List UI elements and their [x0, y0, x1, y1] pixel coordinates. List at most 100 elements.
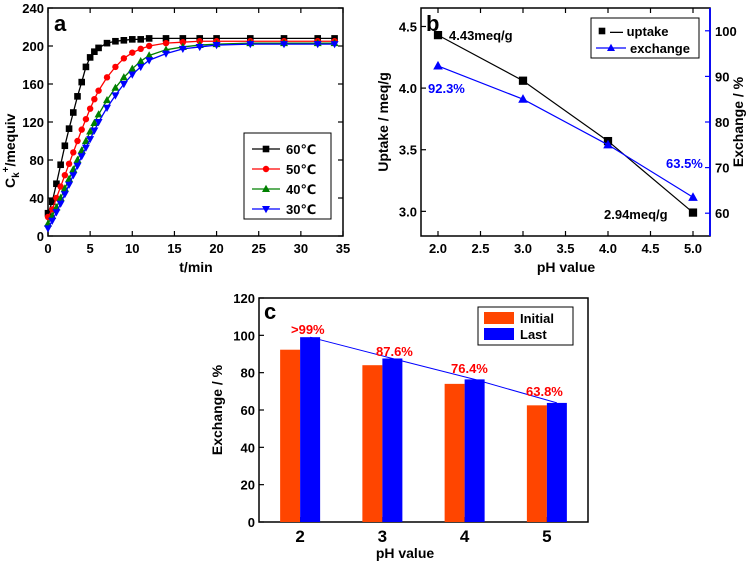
a-xtick-label: 20	[209, 241, 223, 256]
a-series-point-2	[145, 51, 154, 59]
a-series-point-1	[129, 49, 136, 56]
c-legend-label: Last	[520, 327, 547, 342]
panel-a-xlabel: t/min	[179, 259, 212, 275]
a-series-point-0	[74, 93, 81, 100]
a-series-point-3	[313, 41, 322, 49]
panel-a-letter: a	[54, 11, 67, 36]
a-series-point-0	[112, 37, 119, 45]
panel-a-ylabel-main: C	[2, 178, 18, 188]
b-series-point-exchange	[433, 60, 443, 70]
b-legend-marker	[598, 27, 606, 35]
a-series-point-1	[145, 42, 153, 50]
panel-c: 0 20 40 60 80 100 120 2 3 4 5 c pH value Exchange …	[209, 291, 589, 561]
a-legend-label: 60℃	[286, 142, 316, 157]
a-series-point-0	[91, 48, 98, 55]
a-series-point-1	[120, 55, 128, 62]
b-ytick-right-label: 60	[715, 206, 729, 221]
panel-c-letter: c	[264, 299, 276, 324]
panel-a-ticks: 0 5 10 15 20 25 30 35 0 40 80 120 160 200 240	[22, 1, 350, 256]
a-legend-label: 50℃	[286, 162, 316, 177]
a-xtick-label: 0	[44, 241, 51, 256]
c-legend-label: Initial	[520, 311, 554, 326]
panel-a-ylabel-sup: +	[1, 166, 12, 172]
a-ytick-label: 120	[22, 115, 44, 130]
a-series-point-3	[60, 191, 69, 199]
a-series-point-0	[103, 39, 111, 47]
a-series-point-3	[195, 43, 204, 52]
a-series-point-1	[179, 39, 187, 46]
b-series-point-uptake	[433, 30, 443, 40]
c-bar-last	[300, 337, 321, 522]
a-xtick-label: 25	[251, 241, 265, 256]
a-series-point-2	[136, 57, 145, 65]
c-ytick-label: 100	[233, 328, 255, 343]
b-ytick-right-label: 70	[715, 161, 729, 176]
a-ytick-label: 160	[22, 77, 44, 92]
a-ytick-label: 240	[22, 1, 44, 16]
c-bar-last	[464, 379, 485, 522]
b-series-point-uptake	[688, 208, 698, 217]
a-series-point-3	[77, 153, 86, 161]
a-legend-marker	[262, 184, 270, 192]
a-series-point-3	[44, 225, 52, 233]
a-series-point-0	[82, 63, 90, 71]
a-series-point-0	[86, 54, 94, 61]
panel-b-legend-box	[590, 17, 700, 59]
panel-b-letter: b	[426, 11, 439, 36]
a-series-point-3	[136, 63, 145, 72]
a-series-point-3	[178, 45, 187, 54]
a-series-point-1	[162, 39, 170, 47]
b-xtick-label: 4.5	[641, 241, 659, 256]
b-ytick-left-label: 3.0	[399, 204, 417, 219]
a-series-point-1	[78, 126, 85, 133]
panel-c-annotation-ph3: 87.6%	[376, 344, 413, 359]
a-series-point-0	[69, 109, 77, 116]
a-legend-marker	[262, 145, 270, 153]
c-xtick-label: 4	[460, 527, 470, 546]
a-series-point-3	[246, 41, 255, 49]
a-series-point-2	[103, 95, 111, 104]
panel-b-annotation-exchange-low: 63.5%	[666, 156, 703, 171]
a-series-point-0	[128, 36, 136, 43]
a-series-point-1	[112, 63, 119, 71]
c-xtick-label: 2	[295, 527, 304, 546]
b-legend-label: — uptake	[610, 24, 669, 39]
a-series-point-3	[330, 41, 339, 49]
a-series-point-3	[145, 57, 154, 65]
a-series-point-1	[91, 96, 98, 103]
b-ytick-left-label: 4.0	[399, 81, 417, 96]
b-legend-label: exchange	[630, 41, 690, 56]
a-series-point-3	[111, 92, 120, 100]
panel-c-bars	[280, 336, 567, 522]
panel-a-series	[44, 35, 339, 233]
a-series-point-0	[48, 198, 56, 206]
a-series-point-3	[48, 217, 57, 225]
c-ytick-label: 20	[241, 478, 255, 493]
panel-a-ylabel: Ck+/mequiv	[1, 113, 22, 188]
a-series-point-1	[82, 115, 90, 123]
panel-b-xlabel: pH value	[537, 259, 596, 275]
panel-c-ylabel: Exchange / %	[209, 364, 225, 455]
b-series-point-exchange	[688, 192, 698, 201]
panel-b-annotation-uptake-high: 4.43meq/g	[449, 28, 513, 43]
a-legend-label: 30℃	[286, 202, 316, 217]
panel-c-annotation-ph2: >99%	[291, 322, 325, 337]
a-xtick-label: 35	[336, 241, 350, 256]
b-series-point-exchange	[518, 94, 528, 103]
a-series-point-2	[119, 73, 128, 81]
b-xtick-label: 4.0	[599, 241, 617, 256]
b-xtick-label: 5.0	[684, 241, 702, 256]
a-ytick-label: 80	[30, 153, 44, 168]
a-series-point-0	[44, 209, 52, 217]
a-series-point-3	[119, 81, 128, 89]
a-series-point-3	[73, 162, 82, 170]
a-series-point-3	[56, 200, 65, 208]
a-series-point-1	[95, 87, 102, 94]
b-ytick-right-label: 80	[715, 115, 729, 130]
a-series-point-2	[111, 83, 120, 91]
a-series-point-0	[179, 35, 187, 42]
c-bar-initial	[526, 405, 547, 522]
panel-c-xlabel: pH value	[376, 545, 435, 561]
